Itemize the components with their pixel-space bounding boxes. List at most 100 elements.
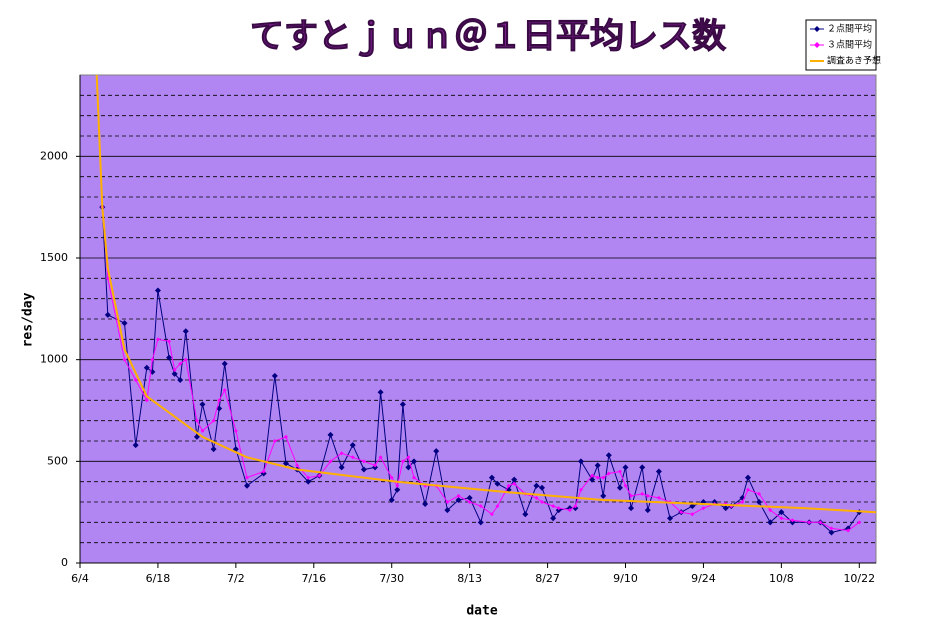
data-point [829,526,834,531]
data-point [594,462,601,469]
series-layer [95,75,876,536]
data-point [533,482,540,489]
data-point [104,311,111,318]
y-tick-label: 1000 [40,353,68,366]
data-point [261,469,266,474]
data-point [167,339,172,344]
data-point [338,464,345,471]
data-point [617,469,622,474]
data-point [143,364,150,371]
trend-line [95,75,876,514]
data-point [183,357,188,362]
data-point [433,448,440,455]
x-tick-label: 7/2 [227,572,245,585]
data-point [295,463,300,468]
data-point [171,370,178,377]
data-point [394,486,401,493]
data-point [745,487,750,492]
chart-title: てすとｊｕｎ＠１日平均レス数 [250,17,726,57]
data-point [456,493,461,498]
data-point [629,493,634,498]
data-point [388,496,395,503]
data-point [361,459,366,464]
data-point [411,475,416,480]
data-point [556,506,561,511]
data-point [655,468,662,475]
data-point [339,451,344,456]
data-point [133,378,138,382]
data-point [779,516,784,521]
x-tick-label: 9/24 [691,572,716,585]
data-point [790,518,795,523]
data-point [757,491,762,496]
data-point [283,434,288,439]
data-point [567,508,572,513]
data-point [522,511,529,518]
data-point [132,442,139,449]
data-point [377,389,384,396]
data-point [373,463,378,468]
data-point [846,528,851,533]
data-point [194,418,199,423]
data-point [512,481,517,486]
data-point [166,354,173,361]
data-point [606,471,611,476]
data-point [756,499,763,505]
data-point [550,515,557,522]
data-point [406,455,411,460]
data-point [200,428,205,433]
data-point [150,357,155,362]
data-point [540,500,545,504]
data-point [494,480,501,487]
data-point [445,500,450,504]
data-point [656,495,661,500]
data-point [807,520,812,525]
data-point [701,506,706,511]
data-point [282,460,289,467]
data-point [818,520,823,525]
data-point [616,484,623,491]
data-point [349,442,356,449]
data-point [506,483,511,488]
data-point [640,491,645,496]
data-point [478,504,483,509]
data-point [389,475,394,480]
data-point [372,464,379,471]
x-tick-label: 8/13 [457,572,482,585]
data-point [573,504,578,509]
data-point [177,377,184,383]
y-tick-label: 2000 [40,149,68,162]
data-point [477,519,484,526]
x-tick-label: 10/22 [843,572,875,585]
data-point [210,446,217,453]
data-point [222,388,227,393]
data-point [400,459,405,464]
legend-label: ３点間平均 [827,39,872,51]
data-point [244,475,249,480]
x-tick-label: 7/30 [379,572,404,585]
data-point [199,401,206,408]
data-point [122,357,127,362]
data-point [600,492,607,499]
data-point [444,507,451,514]
data-point [645,493,650,498]
data-point [317,473,322,478]
data-point [768,508,773,513]
data-point [306,475,311,480]
data-point [539,484,546,491]
data-point [623,483,628,488]
data-point [667,515,674,522]
data-point [327,431,334,438]
data-point [828,529,835,536]
data-point [193,433,200,440]
legend-marker [814,26,820,32]
data-point [511,476,518,483]
data-point [217,398,222,403]
data-point [211,418,216,423]
y-tick-label: 500 [47,454,68,467]
data-point [328,459,333,464]
x-tick-label: 8/27 [535,572,560,585]
data-point [590,473,595,478]
y-tick-label: 1500 [40,251,68,264]
data-point [722,505,729,512]
